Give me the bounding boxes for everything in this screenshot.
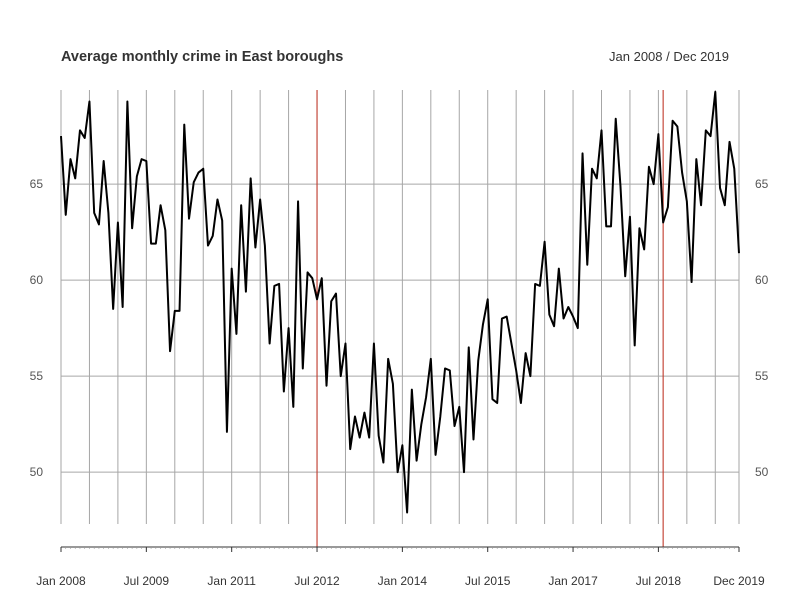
y-tick-labels: 50 50 55 55 60 60 65 65 (30, 177, 769, 479)
x-tick-label: Jan 2014 (378, 574, 428, 588)
x-tick-label: Jul 2015 (465, 574, 511, 588)
x-tick-label: Jul 2012 (294, 574, 340, 588)
y-tick-label-right: 60 (755, 273, 769, 287)
y-tick-label-left: 60 (30, 273, 44, 287)
x-tick-label: Jul 2009 (124, 574, 170, 588)
x-tick-label: Jan 2017 (548, 574, 598, 588)
date-range-label: Jan 2008 / Dec 2019 (609, 49, 729, 64)
chart-title: Average monthly crime in East boroughs (61, 49, 343, 65)
x-tick-label: Jan 2011 (207, 574, 256, 588)
x-tick-label: Dec 2019 (713, 574, 765, 588)
x-axis (60, 546, 740, 552)
x-tick-label: Jul 2018 (636, 574, 682, 588)
series-line-0 (60, 90, 740, 514)
y-tick-label-left: 50 (30, 465, 44, 479)
x-tick-labels: Jan 2008 Jul 2009 Jan 2011 Jul 2012 Jan 2014… (36, 574, 765, 588)
series-layer (60, 90, 740, 514)
y-tick-label-right: 55 (755, 369, 769, 383)
y-tick-label-right: 65 (755, 177, 769, 191)
y-tick-label-right: 50 (755, 465, 769, 479)
x-tick-label: Jan 2008 (36, 574, 86, 588)
event-lines (316, 90, 664, 547)
y-tick-label-left: 55 (30, 369, 44, 383)
y-tick-label-left: 65 (30, 177, 44, 191)
